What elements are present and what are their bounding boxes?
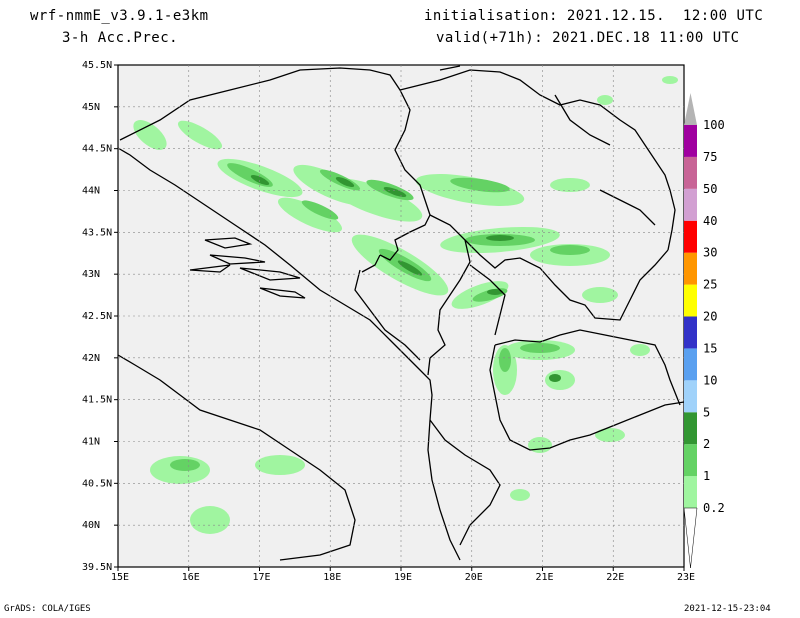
legend-level-label: 2 bbox=[703, 437, 710, 451]
legend-color-box bbox=[684, 188, 697, 221]
lon-labels: 15E 16E 17E 18E 19E 20E 21E 22E 23E bbox=[111, 567, 695, 583]
lon-tick-label: 22E bbox=[606, 572, 624, 583]
lat-tick-label: 45.5N bbox=[82, 60, 112, 71]
lon-tick-label: 23E bbox=[677, 572, 695, 583]
legend-level-label: 1 bbox=[703, 469, 710, 483]
lon-tick-label: 21E bbox=[536, 572, 554, 583]
lat-tick-label: 41.5N bbox=[82, 395, 112, 406]
lat-tick-label: 44.5N bbox=[82, 144, 112, 155]
legend-top-triangle bbox=[684, 93, 697, 125]
legend-color-box bbox=[684, 156, 697, 189]
lat-tick-label: 45N bbox=[82, 102, 100, 113]
legend-level-label: 30 bbox=[703, 246, 717, 260]
legend-color-box bbox=[684, 476, 697, 508]
legend-level-label: 100 bbox=[703, 118, 725, 132]
boundaries bbox=[117, 65, 685, 561]
legend-color-box bbox=[684, 444, 697, 477]
lat-tick-label: 42N bbox=[82, 353, 100, 364]
legend-level-label: 40 bbox=[703, 214, 717, 228]
lat-tick-label: 44N bbox=[82, 186, 100, 197]
model-title: wrf-nmmE_v3.9.1-e3km bbox=[30, 8, 209, 24]
legend-color-box bbox=[684, 380, 697, 413]
legend-level-label: 20 bbox=[703, 310, 717, 324]
legend-color-box bbox=[684, 348, 697, 381]
grads-credit: GrADS: COLA/IGES bbox=[4, 604, 91, 614]
lon-tick-label: 19E bbox=[394, 572, 412, 583]
legend-color-box bbox=[684, 220, 697, 253]
legend-color-box bbox=[684, 252, 697, 285]
initialisation-time: initialisation: 2021.12.15. 12:00 UTC bbox=[424, 8, 764, 24]
legend-level-label: 0.2 bbox=[703, 501, 725, 515]
lat-tick-label: 43N bbox=[82, 269, 100, 280]
legend-level-label: 15 bbox=[703, 341, 717, 355]
lon-tick-label: 17E bbox=[253, 572, 271, 583]
lat-tick-label: 40N bbox=[82, 520, 100, 531]
lat-tick-label: 39.5N bbox=[82, 562, 112, 573]
lat-labels: 45.5N 45N 44.5N 44N 43.5N 43N 42.5N 42N 41.5N 41N… bbox=[82, 60, 118, 573]
legend-level-label: 75 bbox=[703, 150, 717, 164]
legend-color-box bbox=[684, 316, 697, 349]
legend-color-box bbox=[684, 125, 697, 157]
lat-tick-label: 41N bbox=[82, 437, 100, 448]
legend-color-box bbox=[684, 284, 697, 317]
legend-level-label: 10 bbox=[703, 373, 717, 387]
lon-tick-label: 20E bbox=[465, 572, 483, 583]
lon-tick-label: 15E bbox=[111, 572, 129, 583]
legend-color-box bbox=[684, 412, 697, 445]
legend-level-label: 5 bbox=[703, 405, 710, 419]
legend-level-label: 25 bbox=[703, 278, 717, 292]
lat-tick-label: 43.5N bbox=[82, 227, 112, 238]
legend-level-label: 50 bbox=[703, 182, 717, 196]
valid-time: valid(+71h): 2021.DEC.18 11:00 UTC bbox=[436, 30, 740, 46]
gridlines bbox=[118, 65, 684, 567]
field-title: 3-h Acc.Prec. bbox=[62, 30, 179, 46]
lon-tick-label: 16E bbox=[182, 572, 200, 583]
lat-tick-label: 42.5N bbox=[82, 311, 112, 322]
precip-dark bbox=[250, 174, 561, 382]
lat-tick-label: 40.5N bbox=[82, 478, 112, 489]
render-timestamp: 2021-12-15-23:04 bbox=[684, 604, 771, 614]
legend-bottom-triangle bbox=[683, 507, 698, 569]
lon-tick-label: 18E bbox=[323, 572, 341, 583]
